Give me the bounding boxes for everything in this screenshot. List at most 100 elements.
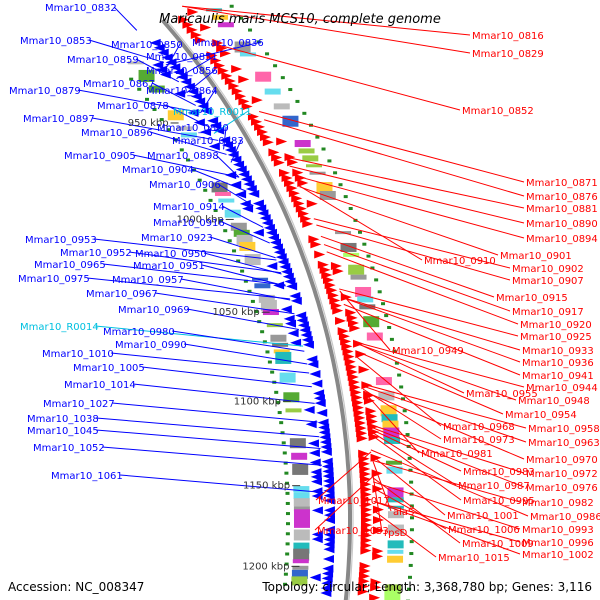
category-block-outer [375,377,392,386]
minus-strand-gene-arrow [300,331,312,339]
leader-line [149,131,227,155]
category-block-inner [127,61,144,65]
leader-line [353,341,525,388]
gc-skew-mark [408,468,413,472]
gc-skew-mark [273,64,278,68]
minus-strand-gene-arrow [324,516,335,524]
category-block-inner [211,182,228,193]
category-block-outer [357,296,374,303]
gc-skew-mark [405,433,410,437]
leader-line [326,251,519,325]
gene-label-minus: Mmar10_1005 [73,363,145,374]
gc-skew-mark [232,249,237,253]
plus-strand-gene-arrow [194,36,206,45]
gc-skew-mark [279,421,284,425]
gene-label-plus: Mmar10_0987 [458,481,530,492]
plus-strand-gene-arrow [306,199,318,208]
gc-skew-mark [185,158,190,162]
plus-strand-gene-arrow [186,25,198,34]
minus-strand-gene-arrow [187,87,199,96]
leader-line [373,487,447,530]
minus-strand-gene-arrow [322,554,334,563]
gc-skew-mark [407,575,412,579]
minus-strand-gene-arrow [318,428,330,437]
category-block-outer [355,286,372,297]
plus-strand-gene-arrow [224,76,236,85]
gene-label-plus: alaS [393,507,414,518]
gene-label-minus: Mmar10_0898 [147,151,219,162]
leader-line [112,402,318,423]
leader-line [113,6,138,31]
gc-skew-mark [208,198,213,202]
gc-skew-mark [276,400,281,404]
gc-skew-mark [407,456,412,460]
plus-strand-gene-arrow [235,92,247,101]
plus-strand-gene-arrow [360,510,372,519]
category-block-inner [291,452,308,460]
leader-line [323,244,511,312]
gc-skew-mark [267,360,272,364]
gene-label-plus: Mmar10_0986 [530,512,600,523]
minus-strand-gene-arrow [208,142,220,151]
category-block-inner [293,486,310,493]
leader-line [259,111,525,183]
minus-strand-gene-arrow [290,338,302,347]
leader-line [182,5,471,36]
gc-skew-mark [288,88,293,92]
gc-skew-mark [283,582,288,586]
leader-line [129,251,282,274]
gc-skew-mark [402,409,407,413]
plus-strand-gene-arrow [360,526,372,535]
gene-label-plus: Mmar10_0983 [463,467,535,478]
gc-skew-mark [260,330,265,334]
leader-line [135,58,180,83]
plus-strand-gene-arrow [210,56,222,65]
gc-skew-mark [270,370,275,374]
gene-label-minus: Mmar10_0923 [141,233,213,244]
leader-line [217,183,254,207]
category-block-inner [167,110,184,121]
minus-strand-gene-arrow [224,146,236,154]
category-block-inner [214,191,231,196]
gc-skew-mark [197,178,202,182]
gc-skew-mark [283,572,288,576]
minus-strand-gene-arrow [309,573,321,582]
category-block-inner [275,351,292,364]
category-block-outer [384,436,401,444]
minus-strand-gene-arrow [248,189,260,198]
gene-label-plus: Mmar10_0948 [518,396,590,407]
gc-skew-mark [218,219,223,223]
leader-line [313,218,511,269]
leader-line [96,417,320,438]
leader-line [294,174,525,239]
plus-strand-gene-arrow [297,179,309,188]
leader-line [370,449,529,517]
gene-label-plus: Mmar10_0996 [522,538,594,549]
gc-skew-mark [280,431,285,435]
gene-label-plus: Mmar10_0816 [472,31,544,42]
gene-label-minus: Mmar10_1027 [43,399,115,410]
leader-line [187,308,299,330]
plus-strand-gene-arrow [238,75,250,84]
gc-skew-mark [236,259,241,263]
plus-strand-gene-arrow [276,137,288,146]
minus-strand-gene-arrow [252,228,264,237]
minus-strand-gene-arrow [320,447,332,456]
rna-label: Mmar10_R0014 [20,322,99,333]
gene-label-plus: Mmar10_0871 [526,178,598,189]
gc-skew-mark [333,171,338,175]
leader-lines [78,5,529,558]
leader-line [341,296,521,351]
gc-skew-mark [338,183,343,187]
category-block-inner [293,506,310,512]
gc-skew-mark [280,76,285,80]
category-block-inner [260,299,277,311]
minus-strand-gene-arrow [245,184,257,193]
gc-skew-mark [274,390,279,394]
category-block-inner [272,342,289,347]
gc-skew-mark [265,350,270,354]
minus-strand-gene-arrow [233,160,245,169]
leader-line [368,432,462,501]
plus-strand-gene-arrow [238,97,250,106]
category-block-outer [255,71,272,82]
